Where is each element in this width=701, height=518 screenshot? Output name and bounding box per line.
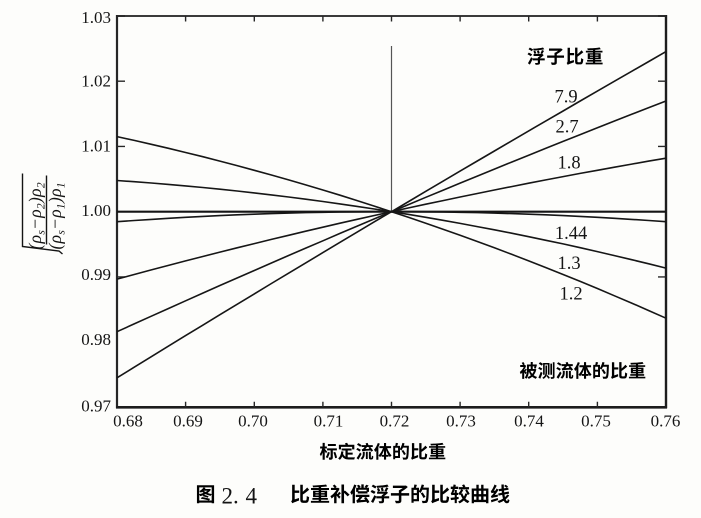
svg-text:0.97: 0.97 <box>81 397 111 416</box>
svg-text:0.69: 0.69 <box>173 412 203 431</box>
svg-text:1.2: 1.2 <box>559 284 582 304</box>
svg-text:1.01: 1.01 <box>81 137 111 156</box>
svg-text:0.70: 0.70 <box>238 412 268 431</box>
svg-text:1.03: 1.03 <box>81 8 111 27</box>
svg-text:0.98: 0.98 <box>81 330 111 349</box>
svg-text:0.76: 0.76 <box>651 412 681 431</box>
svg-text:4: 4 <box>246 484 258 509</box>
svg-text:0.68: 0.68 <box>113 412 143 431</box>
svg-text:0.74: 0.74 <box>514 412 544 431</box>
svg-text:0.75: 0.75 <box>581 412 611 431</box>
svg-text:1.44: 1.44 <box>555 224 587 244</box>
svg-text:1.8: 1.8 <box>557 153 580 173</box>
svg-text:7.9: 7.9 <box>554 87 577 107</box>
svg-text:0.72: 0.72 <box>380 412 410 431</box>
svg-text:1.3: 1.3 <box>557 254 580 274</box>
svg-text:0.71: 0.71 <box>314 412 344 431</box>
svg-text:0.99: 0.99 <box>81 265 111 284</box>
svg-text:1.00: 1.00 <box>81 201 111 220</box>
svg-text:1.02: 1.02 <box>81 72 111 91</box>
svg-text:0.73: 0.73 <box>446 412 476 431</box>
svg-text:2.7: 2.7 <box>555 117 578 137</box>
svg-text:2.: 2. <box>222 484 239 509</box>
svg-text:(ρs−ρ1)ρ1: (ρs−ρ1)ρ1 <box>45 182 68 249</box>
